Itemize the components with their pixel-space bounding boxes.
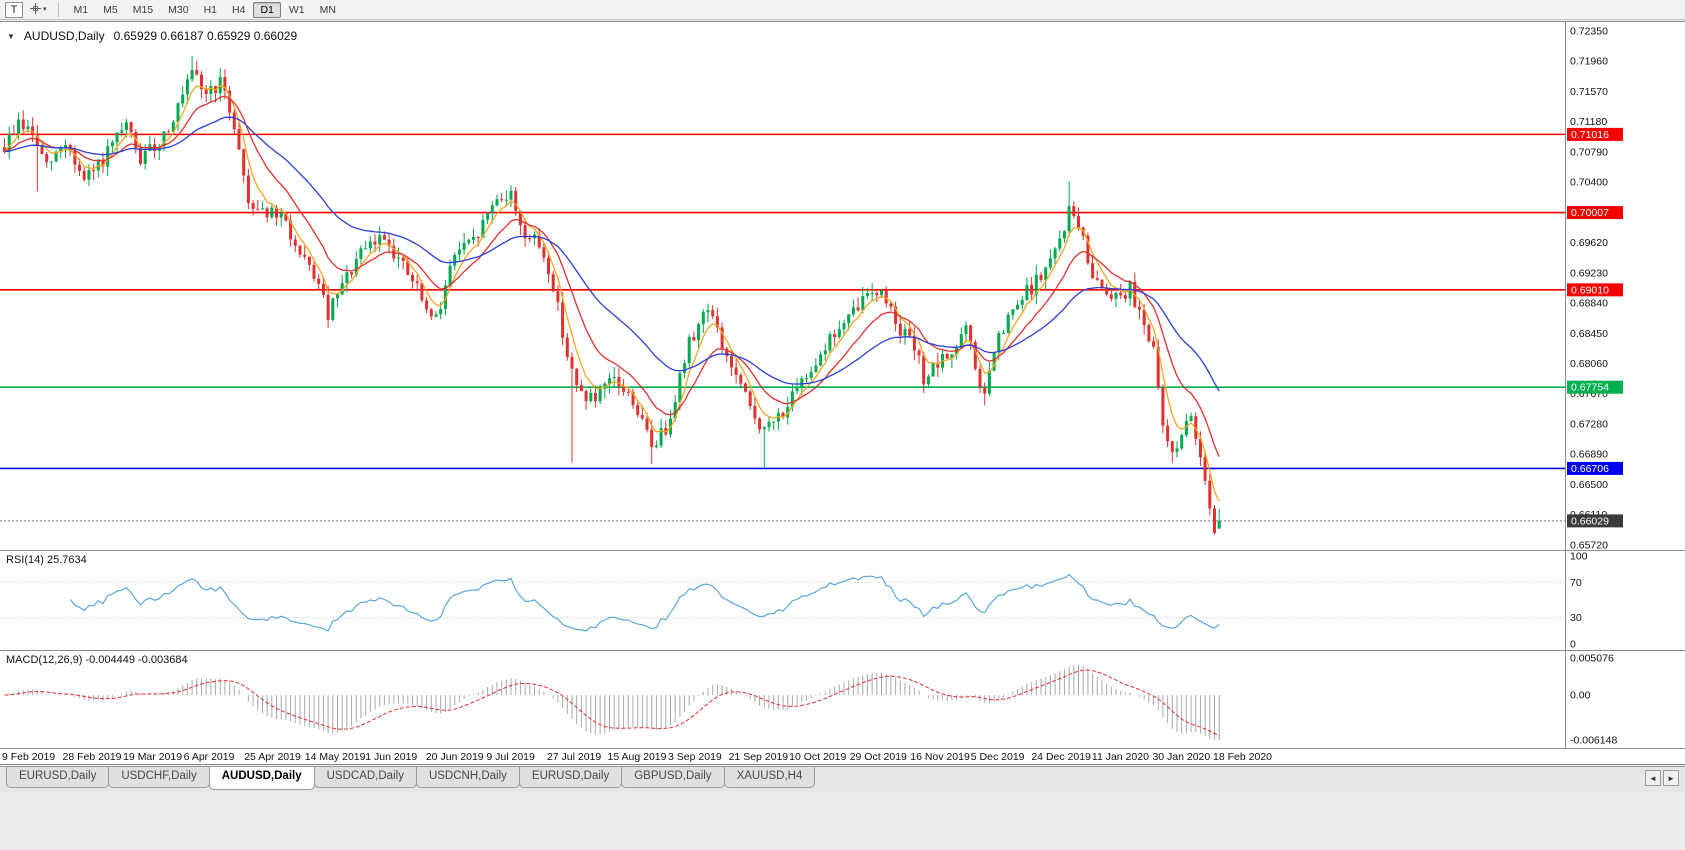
svg-text:0.69620: 0.69620	[1570, 237, 1608, 249]
tab-scroll-arrows: ◄ ►	[1639, 767, 1685, 789]
svg-text:0.66029: 0.66029	[1571, 515, 1609, 527]
macd-chart-canvas[interactable]: 0.005076 0.00 -0.006148	[0, 650, 1685, 748]
chart-tab-usdcnh-daily[interactable]: USDCNH,Daily	[415, 767, 520, 788]
date-tick: 6 Apr 2019	[183, 751, 235, 763]
date-tick: 21 Sep 2019	[728, 751, 789, 763]
svg-text:70: 70	[1570, 577, 1582, 589]
date-tick: 27 Jul 2019	[546, 751, 602, 763]
timeframe-m1-button[interactable]: M1	[73, 3, 89, 16]
timeframe-m15-button[interactable]: M15	[132, 3, 154, 16]
timeframe-buttons: M1 M5 M15 M30 H1 H4 D1 W1 MN	[67, 1, 343, 18]
timeframe-d1-button[interactable]: D1	[253, 1, 281, 18]
svg-text:0.71180: 0.71180	[1570, 116, 1607, 128]
date-tick: 14 May 2019	[304, 751, 366, 763]
timeframe-mn-button[interactable]: MN	[319, 3, 336, 16]
date-tick: 18 Feb 2020	[1213, 751, 1272, 763]
svg-text:0.71570: 0.71570	[1570, 86, 1608, 98]
date-tick: 9 Jul 2019	[486, 751, 535, 763]
dropdown-caret-icon: ▾	[43, 6, 47, 13]
svg-text:0.69230: 0.69230	[1570, 267, 1608, 279]
svg-text:0.66500: 0.66500	[1570, 479, 1608, 491]
svg-text:0.71960: 0.71960	[1570, 56, 1608, 68]
svg-text:30: 30	[1570, 612, 1582, 624]
svg-text:0.005076: 0.005076	[1570, 653, 1614, 665]
svg-text:0.70790: 0.70790	[1570, 146, 1608, 158]
svg-text:100: 100	[1570, 551, 1588, 563]
chart-tab-eurusd-daily[interactable]: EURUSD,Daily	[6, 767, 110, 788]
date-tick: 5 Dec 2019	[970, 751, 1025, 763]
chart-tab-bar: EURUSD,Daily USDCHF,Daily AUDUSD,Daily USDC…	[0, 766, 1685, 792]
svg-text:0.70400: 0.70400	[1570, 177, 1608, 189]
svg-text:0.71016: 0.71016	[1571, 129, 1609, 141]
svg-text:0.66706: 0.66706	[1571, 463, 1609, 475]
svg-text:0.67754: 0.67754	[1571, 382, 1609, 394]
macd-indicator-label: MACD(12,26,9) -0.004449 -0.003684	[6, 654, 188, 666]
date-tick: 19 Mar 2019	[123, 751, 183, 763]
timeframe-m5-button[interactable]: M5	[103, 3, 118, 16]
svg-text:0.67280: 0.67280	[1570, 418, 1608, 430]
timeframe-h4-button[interactable]: H4	[232, 3, 246, 16]
svg-text:0.68450: 0.68450	[1570, 328, 1608, 340]
svg-text:0.65720: 0.65720	[1570, 539, 1608, 550]
symbol-period-label: AUDUSD,Daily	[23, 29, 105, 43]
date-tick: 29 Oct 2019	[849, 751, 907, 763]
chart-tab-usdcad-daily[interactable]: USDCAD,Daily	[313, 767, 417, 788]
top-toolbar: T ▾ M1 M5 M15 M30 H1 H4 D1 W1 MN	[0, 0, 1685, 20]
chart-window: 0.72350 0.71960 0.71570 0.71180 0.70790 0.704…	[0, 21, 1685, 765]
chart-title: ▼ AUDUSD,Daily 0.65929 0.66187 0.65929 0…	[7, 29, 297, 43]
svg-text:0.68840: 0.68840	[1570, 298, 1608, 310]
date-tick: 15 Aug 2019	[607, 751, 667, 763]
chart-tab-eurusd-daily[interactable]: EURUSD,Daily	[518, 767, 623, 788]
svg-text:0.70007: 0.70007	[1571, 207, 1609, 219]
timeframe-m30-button[interactable]: M30	[168, 3, 189, 16]
rsi-chart-canvas[interactable]: 100 70 30 0	[0, 550, 1685, 650]
tabs-scroll-right-button[interactable]: ►	[1663, 770, 1679, 786]
rsi-indicator-label: RSI(14) 25.7634	[6, 554, 87, 566]
date-tick: 11 Jan 2020	[1091, 751, 1149, 763]
date-tick: 25 Apr 2019	[244, 751, 301, 763]
svg-text:0: 0	[1570, 639, 1576, 651]
date-tick: 16 Nov 2019	[910, 751, 970, 763]
chart-tab-xauusd-h4[interactable]: XAUUSD,H4	[723, 767, 816, 788]
crosshair-icon	[29, 2, 42, 18]
text-tool-button[interactable]: T	[5, 1, 23, 18]
timeframe-w1-button[interactable]: W1	[288, 3, 305, 16]
date-tick: 9 Feb 2019	[2, 751, 56, 763]
timeframe-h1-button[interactable]: H1	[203, 3, 218, 16]
tabs-scroll-left-button[interactable]: ◄	[1645, 770, 1661, 786]
svg-text:0.66890: 0.66890	[1570, 449, 1608, 461]
date-tick: 3 Sep 2019	[668, 751, 722, 763]
date-tick: 28 Feb 2019	[62, 751, 122, 763]
date-tick: 1 Jun 2019	[365, 751, 418, 763]
price-chart-canvas[interactable]: 0.72350 0.71960 0.71570 0.71180 0.70790 0.704…	[0, 22, 1685, 550]
tabs-container: EURUSD,Daily USDCHF,Daily AUDUSD,Daily USDC…	[6, 767, 816, 790]
chart-tab-audusd-daily[interactable]: AUDUSD,Daily	[208, 767, 315, 790]
cursor-mode-button[interactable]: ▾	[26, 2, 50, 18]
date-tick: 20 Jun 2019	[425, 751, 484, 763]
svg-text:0.68060: 0.68060	[1570, 358, 1608, 370]
date-tick: 30 Jan 2020	[1152, 751, 1211, 763]
date-tick: 10 Oct 2019	[789, 751, 847, 763]
ohlc-values: 0.65929 0.66187 0.65929 0.66029	[113, 29, 298, 43]
chart-tab-usdchf-daily[interactable]: USDCHF,Daily	[108, 767, 210, 788]
date-axis: 9 Feb 2019 28 Feb 2019 19 Mar 2019 6 Apr 20…	[0, 748, 1685, 764]
collapse-triangle-icon[interactable]: ▼	[7, 31, 15, 41]
svg-text:0.72350: 0.72350	[1570, 26, 1608, 38]
toolbar-separator	[57, 2, 59, 17]
date-tick: 24 Dec 2019	[1031, 751, 1091, 763]
svg-text:0.00: 0.00	[1570, 690, 1591, 702]
chart-tab-gbpusd-daily[interactable]: GBPUSD,Daily	[621, 767, 725, 788]
svg-text:0.69010: 0.69010	[1571, 284, 1609, 296]
svg-text:-0.006148: -0.006148	[1570, 735, 1617, 747]
